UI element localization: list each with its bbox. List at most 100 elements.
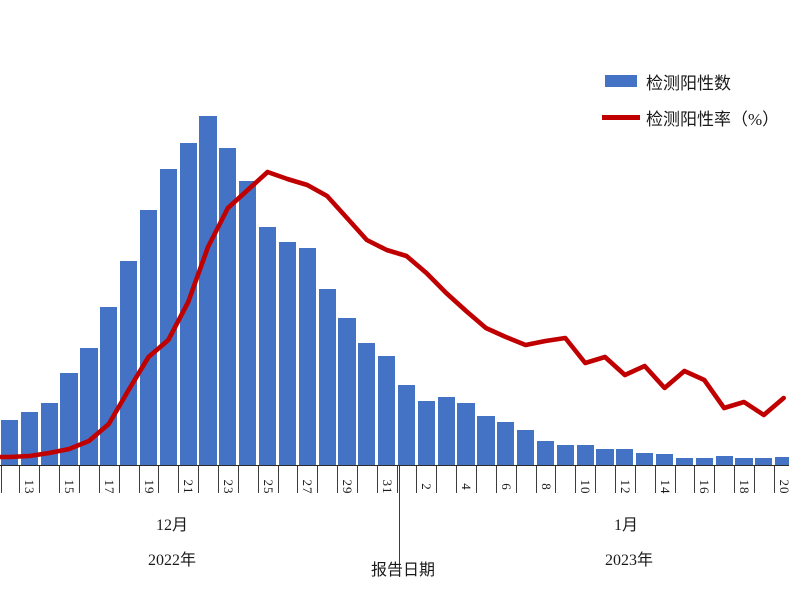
x-axis-tick — [178, 466, 180, 493]
bar-12-29 — [338, 318, 356, 465]
bar-1-12 — [616, 449, 634, 465]
bar-1-8 — [536, 441, 555, 465]
bar-1-7 — [517, 430, 535, 465]
x-axis-tick — [634, 466, 636, 493]
month-label-december: 12月 — [155, 517, 189, 534]
bar-1-20 — [775, 457, 789, 465]
bar-12-15 — [60, 373, 78, 465]
x-axis-tick — [515, 466, 517, 493]
bar-12-14 — [40, 403, 58, 465]
x-tick-label-20: 20 — [776, 479, 789, 495]
bar-1-19 — [755, 458, 773, 465]
x-tick-label-10: 10 — [578, 479, 594, 495]
legend: 检测阳性数 检测阳性率（%） — [602, 70, 779, 142]
x-tick-label-25: 25 — [260, 479, 276, 495]
positivity-rate-line — [0, 169, 787, 460]
x-axis-tick — [237, 466, 239, 493]
x-tick-label-19: 19 — [141, 479, 157, 495]
bar-12-26 — [278, 242, 297, 465]
bar-1-3 — [437, 397, 455, 465]
x-axis-tick — [198, 466, 200, 493]
x-axis-tick — [257, 466, 259, 493]
x-axis-tick — [19, 466, 21, 493]
x-axis-tick — [98, 466, 100, 493]
x-axis-tick — [575, 466, 577, 493]
legend-line-label: 检测阳性率（%） — [646, 109, 780, 129]
x-tick-label-18: 18 — [737, 479, 752, 495]
year-label-2022: 2022年 — [147, 552, 197, 569]
bars-layer — [0, 116, 789, 465]
bar-1-16 — [695, 458, 713, 465]
x-tick-label-31: 31 — [379, 479, 395, 495]
x-tick-label-15: 15 — [62, 479, 78, 495]
x-axis-tick — [356, 466, 358, 493]
x-axis-tick — [614, 466, 616, 493]
x-axis-tick — [456, 466, 458, 493]
x-axis-tick — [436, 466, 438, 493]
x-axis-tick — [654, 466, 656, 493]
x-tick-label-21: 21 — [181, 479, 197, 495]
x-axis-tick — [297, 466, 299, 493]
x-axis-tick — [396, 466, 398, 493]
bar-12-23 — [219, 148, 237, 465]
x-axis-tick — [376, 466, 378, 493]
x-axis-tick — [495, 466, 497, 493]
x-tick-label-8: 8 — [538, 483, 554, 491]
bar-12-24 — [239, 181, 257, 465]
bar-12-13 — [20, 412, 38, 465]
bar-1-13 — [636, 453, 654, 465]
x-tick-label-17: 17 — [101, 479, 117, 495]
x-axis-line — [0, 465, 789, 466]
bar-1-18 — [735, 458, 753, 465]
bar-12-18 — [120, 261, 138, 465]
bar-12-30 — [358, 343, 376, 465]
legend-item-line-series: 检测阳性率（%） — [602, 106, 780, 129]
bar-12-28 — [318, 289, 336, 465]
bar-12-25 — [258, 227, 277, 465]
x-tick-label-2: 2 — [419, 483, 435, 491]
bar-1-9 — [556, 445, 574, 465]
line-series-swatch — [602, 114, 640, 120]
year-separator-line — [399, 466, 400, 577]
line-swatch-segment — [602, 114, 640, 120]
x-axis-tick — [714, 466, 716, 493]
x-axis-tick — [734, 466, 735, 493]
x-axis-tick — [217, 466, 219, 493]
bar-12-19 — [139, 210, 158, 465]
x-tick-label-12: 12 — [617, 479, 633, 495]
bar-1-15 — [675, 458, 694, 465]
x-tick-label-27: 27 — [300, 479, 316, 495]
bar-swatch-rect — [605, 75, 637, 87]
year-label-2023: 2023年 — [604, 552, 654, 569]
x-axis-tick — [674, 466, 676, 493]
x-axis-tick — [416, 466, 418, 493]
x-axis-tick — [59, 466, 61, 493]
bar-1-6 — [497, 422, 515, 465]
x-tick-label-23: 23 — [220, 479, 236, 495]
bar-1-1 — [397, 385, 416, 465]
x-axis-tick — [158, 466, 160, 493]
legend-bar-label: 检测阳性数 — [646, 73, 731, 93]
month-label-january: 1月 — [613, 517, 639, 534]
bar-series-swatch — [602, 75, 640, 87]
bar-1-11 — [596, 449, 614, 465]
bar-1-5 — [477, 416, 495, 465]
x-axis-tick — [39, 466, 41, 493]
bar-1-10 — [576, 445, 594, 465]
x-axis-tick — [555, 466, 557, 493]
x-tick-label-14: 14 — [657, 479, 673, 495]
bar-1-17 — [715, 456, 733, 465]
x-axis-tick — [753, 466, 755, 493]
x-axis-tick — [773, 466, 775, 493]
bar-12-20 — [159, 169, 177, 465]
x-axis-tick — [79, 466, 80, 493]
bar-1-2 — [417, 401, 435, 465]
bar-12-12 — [0, 420, 19, 465]
bar-1-4 — [457, 403, 475, 465]
x-axis-tick — [694, 466, 696, 493]
x-axis-tick — [277, 466, 279, 493]
x-tick-label-16: 16 — [697, 479, 713, 495]
x-axis-tick — [138, 466, 140, 493]
x-axis-tick — [337, 466, 338, 493]
bar-12-27 — [298, 248, 316, 465]
